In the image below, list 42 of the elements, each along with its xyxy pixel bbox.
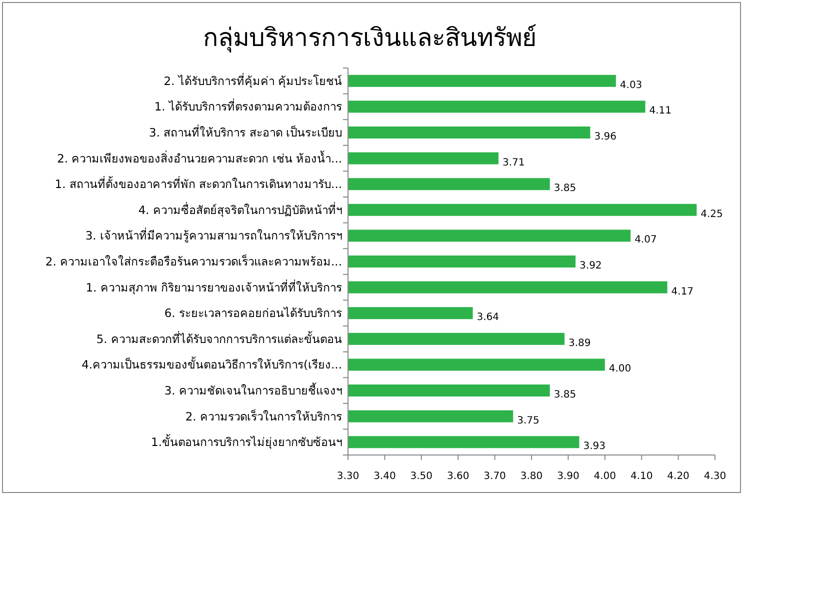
data-label: 4.07 (634, 234, 657, 246)
data-label: 3.85 (554, 183, 576, 194)
x-tick-label: 4.10 (630, 471, 653, 482)
x-tick-label: 4.20 (667, 471, 690, 482)
y-tick-label: 1. ได้รับบริการที่ตรงตามความต้องการ (154, 98, 342, 114)
data-label: 4.25 (700, 208, 723, 220)
y-tick-label: 2. ความเอาใจใส่กระตือรือร้นความรวดเร็วและความพร้อม... (45, 254, 342, 268)
y-tick-label: 1. สถานที่ตั้งของอาคารที่พัก สะดวกในการเดินทางมารับ... (54, 176, 342, 192)
x-tick-label: 4.30 (704, 471, 726, 482)
data-label: 3.85 (554, 390, 576, 400)
x-tick-label: 3.70 (484, 471, 506, 482)
y-tick-label: 2. ได้รับบริการที่คุ้มค่า คุ้มประโยชน์ (164, 72, 342, 88)
data-label: 4.11 (649, 106, 672, 117)
chart-title: กลุ่มบริหารการเงินและสินทรัพย์ (203, 23, 537, 53)
data-label: 3.96 (594, 132, 616, 142)
data-label: 4.03 (620, 80, 642, 91)
y-tick-label: 4. ความซื่อสัตย์สุจริตในการปฏิบัติหน้าที่ฯ (138, 202, 342, 217)
y-tick-label: 3. ความชัดเจนในการอธิบายชี้แจงฯ (164, 382, 342, 398)
x-tick-label: 3.80 (520, 471, 543, 482)
data-label: 4.00 (608, 364, 632, 375)
x-tick-label: 3.50 (410, 471, 433, 482)
y-tick-label: 1. ความสุภาพ กิริยามารยาของเจ้าหน้าที่ที่ให้บริการ (86, 279, 342, 294)
x-tick-label: 3.90 (557, 471, 580, 482)
y-tick-label: 4.ความเป็นธรรมของขั้นตอนวิธีการให้บริการ(เรียง... (82, 356, 342, 372)
y-tick-label: 2. ความเพียงพอของสิ่งอำนวยความสะดวก เช่น ห้องน้ำ... (57, 150, 342, 166)
y-tick-label: 3. สถานที่ให้บริการ สะอาด เป็นระเบียบ (149, 124, 342, 140)
y-tick-label: 1.ขั้นตอนการบริการไม่ยุ่งยากซับซ้อนฯ (151, 434, 342, 450)
y-tick-label: 5. ความสะดวกที่ได้รับจากการบริการแต่ละขั้นตอน (96, 330, 342, 346)
data-label: 3.92 (580, 260, 602, 272)
x-tick-label: 3.40 (374, 471, 396, 482)
data-label: 3.93 (583, 441, 606, 452)
data-label: 3.64 (476, 312, 500, 324)
x-tick-label: 4.00 (594, 471, 616, 482)
data-label: 3.75 (517, 415, 540, 426)
x-tick-label: 3.60 (446, 471, 470, 482)
y-tick-label: 3. เจ้าหน้าที่มีความรู้ความสามารถในการให้บริการฯ (85, 228, 342, 243)
y-tick-label: 2. ความรวดเร็วในการให้บริการ (185, 408, 342, 424)
y-tick-label: 6. ระยะเวลารอคอยก่อนได้รับบริการ (164, 306, 342, 320)
data-label: 4.17 (671, 286, 694, 298)
data-label: 3.89 (568, 338, 591, 349)
x-tick-label: 3.30 (336, 471, 360, 482)
data-label: 3.71 (502, 157, 525, 168)
